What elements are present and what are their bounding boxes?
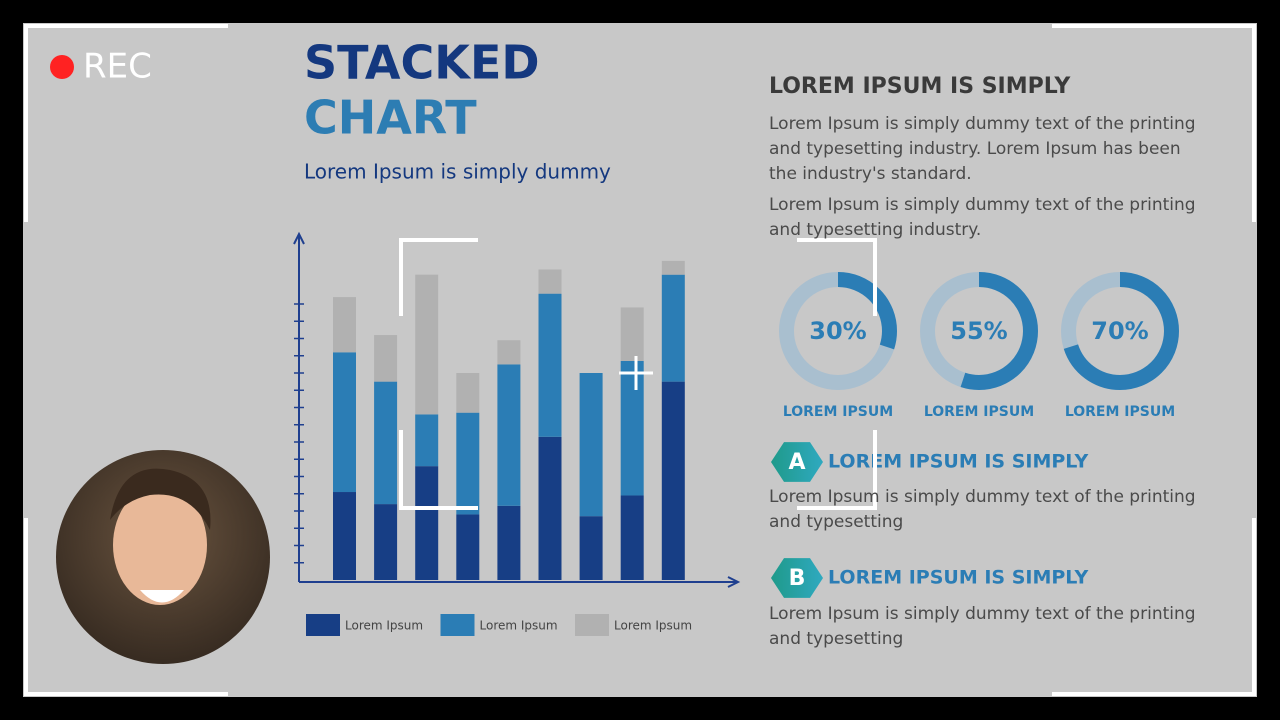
webcam-smile (140, 590, 184, 603)
para1: Lorem Ipsum is simply dummy text of the … (769, 114, 1196, 184)
bar-segment (538, 436, 562, 580)
legend-label: Lorem Ipsum (614, 619, 692, 633)
bar-segment (579, 373, 603, 517)
bar-segment (415, 466, 439, 580)
heading: LOREM IPSUM IS SIMPLY (769, 74, 1071, 99)
bar-segment (333, 492, 356, 580)
bar-segment (456, 373, 480, 413)
legend-swatch (306, 614, 340, 636)
badge-hex (771, 442, 823, 482)
bar-segment (538, 293, 562, 437)
bar-segment (661, 381, 685, 580)
badge-hex (771, 558, 823, 598)
frame-corners (24, 24, 1256, 696)
legend-label: Lorem Ipsum (480, 619, 558, 633)
bar-segment (620, 360, 644, 496)
webcam-hair (110, 468, 211, 530)
donut-label: 30% (809, 317, 866, 345)
item-b-text: Lorem Ipsum is simply dummy text of the … (769, 604, 1196, 649)
bar-segment (333, 352, 356, 493)
title-line1: STACKED (304, 36, 540, 90)
rec-label: REC (83, 47, 152, 87)
subtitle: Lorem Ipsum is simply dummy (304, 160, 611, 184)
bar-segment (661, 274, 685, 382)
item-a-text: Lorem Ipsum is simply dummy text of the … (769, 487, 1196, 532)
bar-segment (415, 274, 439, 415)
bar-segment (620, 307, 644, 361)
donut-arc (1061, 272, 1179, 390)
bar-segment (374, 335, 398, 382)
donut-category: LOREM IPSUM (1065, 404, 1175, 420)
bar-segment (456, 514, 480, 580)
legend-label: Lorem Ipsum (345, 619, 423, 633)
donut-label: 55% (950, 317, 1007, 345)
donut-category: LOREM IPSUM (924, 404, 1034, 420)
legend-swatch (575, 614, 609, 636)
y-axis (293, 231, 305, 582)
para2: Lorem Ipsum is simply dummy text of the … (769, 195, 1196, 240)
donut-label: 70% (1091, 317, 1148, 345)
bar-segment (538, 269, 562, 294)
badge-letter: A (788, 450, 805, 475)
bar-segment (415, 414, 439, 467)
bar-segment (497, 340, 521, 365)
bar-segment (374, 504, 398, 580)
axes (293, 231, 741, 588)
item-heading: LOREM IPSUM IS SIMPLY (828, 451, 1088, 473)
donut-arc (920, 272, 1038, 390)
webcam-face (113, 485, 207, 605)
x-axis (299, 576, 741, 588)
bar-segment (456, 412, 480, 515)
badge-letter: B (789, 566, 806, 591)
bar-segment (374, 381, 398, 505)
bar-segment (333, 297, 356, 353)
legend-swatch (440, 614, 475, 636)
bar-segment (579, 516, 603, 580)
donut-category: LOREM IPSUM (783, 404, 893, 420)
bar-segment (497, 364, 521, 506)
focus-brackets (399, 238, 877, 510)
title-line2: CHART (304, 91, 477, 145)
rec-dot (50, 55, 74, 79)
donut-arc (779, 272, 897, 390)
bar-segment (661, 260, 685, 275)
bar-segment (620, 495, 644, 580)
item-heading: LOREM IPSUM IS SIMPLY (828, 567, 1088, 589)
bar-segment (497, 505, 521, 580)
